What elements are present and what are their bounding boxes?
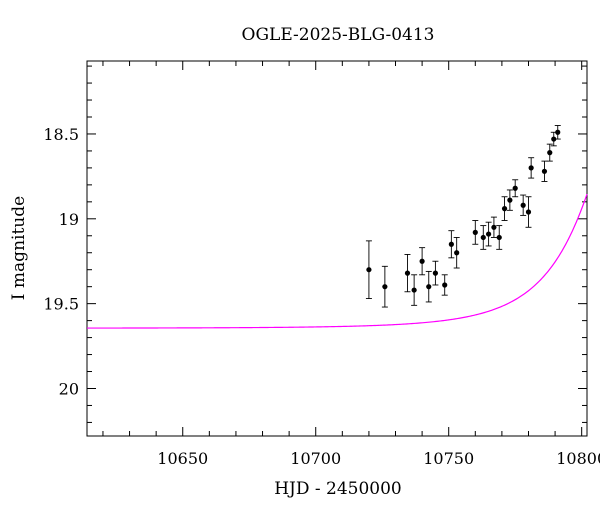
y-tick-label: 20 bbox=[59, 379, 79, 398]
x-tick-label: 10800 bbox=[556, 449, 600, 468]
data-point bbox=[554, 125, 561, 140]
x-tick-label: 10650 bbox=[157, 449, 208, 468]
point-marker bbox=[411, 287, 417, 293]
point-marker bbox=[485, 231, 492, 237]
data-points-group bbox=[365, 125, 561, 308]
data-point bbox=[419, 247, 426, 276]
point-marker bbox=[528, 165, 534, 171]
data-point bbox=[432, 260, 439, 286]
data-point bbox=[490, 216, 497, 238]
point-marker bbox=[454, 250, 460, 256]
data-point bbox=[520, 194, 527, 216]
data-point bbox=[448, 230, 455, 259]
point-marker bbox=[366, 267, 372, 273]
data-point bbox=[480, 225, 487, 250]
point-marker bbox=[547, 150, 553, 156]
data-point bbox=[453, 237, 460, 269]
data-point bbox=[411, 274, 418, 306]
point-marker bbox=[551, 136, 557, 142]
data-point bbox=[472, 220, 479, 245]
x-axis-label: HJD - 2450000 bbox=[274, 479, 402, 499]
plot-area bbox=[86, 60, 588, 437]
data-point bbox=[496, 225, 503, 250]
y-tick-labels: 18.5 19 19.5 20 bbox=[43, 125, 79, 399]
point-marker bbox=[541, 168, 548, 174]
data-point bbox=[381, 265, 388, 308]
point-marker bbox=[491, 224, 497, 230]
point-marker bbox=[501, 206, 508, 212]
chart-title: OGLE-2025-BLG-0413 bbox=[242, 25, 435, 45]
data-point bbox=[501, 196, 508, 221]
model-curve bbox=[87, 193, 588, 329]
point-marker bbox=[432, 270, 439, 276]
point-marker bbox=[496, 234, 502, 241]
data-point bbox=[425, 270, 432, 303]
y-tick-label: 18.5 bbox=[43, 125, 79, 144]
data-point bbox=[365, 240, 372, 300]
point-marker bbox=[448, 241, 454, 247]
point-marker bbox=[442, 282, 448, 288]
data-point bbox=[404, 253, 411, 293]
data-point bbox=[441, 274, 448, 296]
data-point bbox=[506, 189, 513, 211]
point-marker bbox=[472, 229, 478, 235]
point-marker bbox=[512, 185, 518, 191]
model-curve-group bbox=[87, 193, 588, 329]
point-marker bbox=[382, 284, 388, 290]
point-marker bbox=[404, 270, 411, 276]
point-marker bbox=[555, 129, 561, 135]
point-marker bbox=[480, 234, 486, 241]
plot-frame bbox=[86, 60, 588, 437]
data-point bbox=[512, 179, 519, 198]
point-marker bbox=[426, 284, 432, 290]
axis-ticks bbox=[87, 61, 587, 436]
x-tick-label: 10750 bbox=[423, 449, 474, 468]
point-marker bbox=[525, 209, 532, 215]
data-point bbox=[528, 157, 535, 179]
data-point bbox=[525, 196, 532, 228]
y-tick-label: 19 bbox=[59, 210, 79, 229]
x-tick-label: 10700 bbox=[290, 449, 341, 468]
data-point bbox=[541, 160, 548, 182]
point-marker bbox=[419, 258, 425, 264]
x-tick-labels: 10650 10700 10750 10800 bbox=[157, 449, 600, 468]
point-marker bbox=[520, 202, 526, 208]
data-point bbox=[485, 221, 492, 247]
y-tick-label: 19.5 bbox=[43, 295, 79, 314]
data-point bbox=[546, 143, 553, 162]
point-marker bbox=[507, 197, 513, 203]
y-axis-label: I magnitude bbox=[9, 196, 29, 300]
